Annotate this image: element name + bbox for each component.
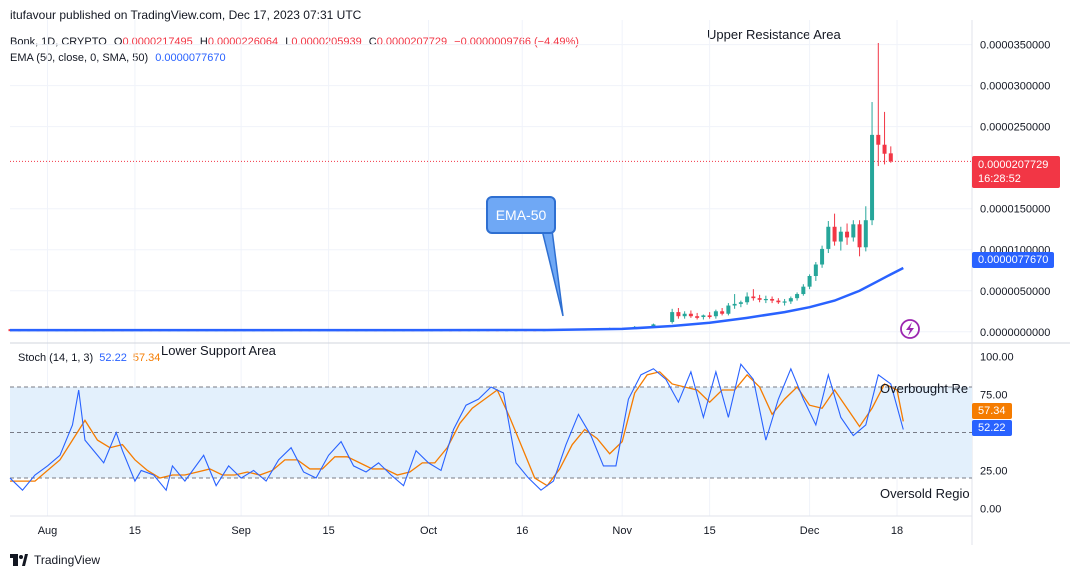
- lower-support-label: Lower Support Area: [161, 343, 276, 358]
- tradingview-logo-icon: [10, 554, 28, 566]
- candle: [676, 312, 681, 317]
- candle: [857, 224, 862, 248]
- publisher-line: itufavour published on TradingView.com, …: [10, 8, 362, 22]
- candle: [882, 144, 887, 154]
- candle: [851, 224, 856, 238]
- price-axis-tick-label: 0.0000050000: [980, 286, 1050, 298]
- candle: [826, 226, 831, 249]
- stoch-d-line[interactable]: [10, 371, 904, 487]
- stoch-legend[interactable]: Stoch (14, 1, 3) 52.22 57.34: [18, 352, 160, 364]
- stoch-d-value: 57.34: [132, 352, 161, 364]
- price-axis-tick-label: 0.0000150000: [980, 204, 1050, 216]
- time-axis-tick-label: Dec: [800, 525, 820, 537]
- stoch-axis-tick-label: 75.00: [980, 390, 1008, 402]
- time-axis-ticks[interactable]: Aug 15 Sep 15 Oct 16 Nov 15 Dec 18: [38, 525, 903, 537]
- candle: [763, 298, 768, 301]
- candle: [695, 316, 700, 318]
- close-label: C: [368, 36, 377, 48]
- candle: [757, 298, 762, 300]
- ema-legend[interactable]: EMA (50, close, 0, SMA, 50) 0.0000077670: [10, 52, 226, 64]
- candle: [682, 313, 687, 317]
- candle: [720, 311, 725, 314]
- candle: [651, 324, 656, 327]
- candle: [688, 313, 693, 317]
- ema-legend-label: EMA (50, close, 0, SMA, 50): [10, 52, 149, 64]
- last-price-tag-value: 0.0000207729: [978, 159, 1049, 171]
- ema-50-line[interactable]: [10, 266, 904, 332]
- candle: [738, 302, 743, 304]
- time-axis-tick-label: Aug: [38, 525, 58, 537]
- price-axis-tick-label: 0.0000250000: [980, 122, 1050, 134]
- candle: [751, 296, 756, 299]
- candle: [788, 298, 793, 302]
- candle: [707, 315, 712, 318]
- price-gridlines: [10, 20, 972, 516]
- ema-legend-value: 0.0000077670: [155, 52, 226, 64]
- candle: [745, 296, 750, 303]
- countdown-value: 16:28:52: [978, 173, 1021, 185]
- stoch-axis-ticks[interactable]: 0.00 25.00 75.00 100.00: [980, 352, 1014, 516]
- candle: [713, 311, 718, 317]
- candle: [801, 286, 806, 295]
- price-axis-ticks[interactable]: 0.00000000000.00000500000.00001000000.00…: [980, 40, 1050, 339]
- time-axis-tick-label: Nov: [612, 525, 632, 537]
- overbought-label: Overbought Re: [880, 381, 969, 396]
- candle: [701, 315, 706, 318]
- candle: [838, 231, 843, 242]
- high-label: H: [199, 36, 208, 48]
- candle: [670, 312, 675, 322]
- candle: [863, 220, 868, 248]
- candle: [820, 248, 825, 265]
- tradingview-logo-text: TradingView: [34, 553, 101, 567]
- stoch-d-tag[interactable]: 57.34: [972, 403, 1012, 419]
- oversold-label: Oversold Regio: [880, 486, 970, 501]
- ema-callout-pointer: [541, 229, 564, 317]
- candle: [870, 134, 875, 221]
- candle: [888, 153, 893, 162]
- candlestick-series: [8, 42, 893, 332]
- upper-resistance-label: Upper Resistance Area: [707, 27, 841, 42]
- last-price-tag[interactable]: 0.0000207729 16:28:52: [972, 156, 1060, 188]
- price-axis-tick-label: 0.0000350000: [980, 40, 1050, 52]
- ema-price-tag[interactable]: 0.0000077670: [972, 252, 1055, 268]
- candle: [795, 294, 800, 299]
- low-label: L: [285, 36, 292, 48]
- time-axis-tick-label: 18: [891, 525, 903, 537]
- price-axis-tick-label: 0.0000300000: [980, 81, 1050, 93]
- lightning-icon[interactable]: [900, 319, 920, 339]
- price-axis-tick-label: 0.0000000000: [980, 327, 1050, 339]
- candle: [813, 264, 818, 276]
- tradingview-logo[interactable]: TradingView: [10, 553, 100, 567]
- stoch-axis-tick-label: 25.00: [980, 465, 1008, 477]
- stoch-level-lines: [10, 386, 972, 479]
- stoch-k-value: 52.22: [99, 352, 127, 364]
- time-axis-tick-label: 15: [129, 525, 141, 537]
- time-axis-tick-label: 15: [704, 525, 716, 537]
- candle: [782, 301, 787, 303]
- time-axis-tick-label: 16: [516, 525, 528, 537]
- candle: [845, 231, 850, 238]
- time-axis-tick-label: Oct: [420, 525, 437, 537]
- candle: [832, 226, 837, 242]
- candle: [876, 134, 881, 145]
- time-axis-tick-label: 15: [322, 525, 334, 537]
- stoch-axis-tick-label: 0.00: [980, 503, 1001, 515]
- candle: [726, 305, 731, 314]
- stoch-k-tag[interactable]: 52.22: [972, 420, 1012, 436]
- open-label: O: [113, 36, 123, 48]
- candle: [776, 300, 781, 303]
- stoch-axis-tick-label: 100.00: [980, 352, 1014, 364]
- stoch-legend-label: Stoch (14, 1, 3): [18, 352, 94, 364]
- candle: [770, 298, 775, 301]
- candle: [807, 276, 812, 287]
- stoch-k-line[interactable]: [9, 363, 904, 492]
- candle: [732, 303, 737, 306]
- ema-callout: EMA-50: [486, 196, 556, 234]
- time-axis-tick-label: Sep: [231, 525, 251, 537]
